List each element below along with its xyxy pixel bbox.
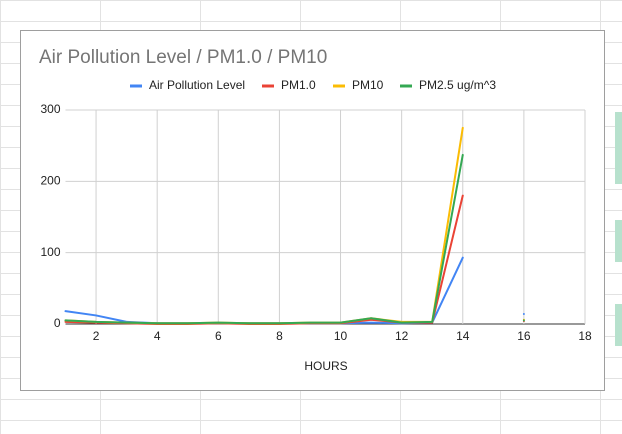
legend-label: PM1.0: [281, 78, 316, 92]
x-tick-label: 12: [395, 329, 409, 343]
cell-fill: [615, 112, 622, 184]
x-tick-label: 6: [215, 329, 222, 343]
chart-frame[interactable]: [20, 30, 605, 391]
y-tick-label: 0: [54, 316, 61, 330]
y-tick-label: 100: [40, 245, 60, 259]
x-tick-label: 16: [517, 329, 531, 343]
x-tick-label: 2: [93, 329, 100, 343]
y-tick-label: 200: [40, 174, 60, 188]
cell-fill: [615, 220, 622, 262]
x-axis-label: HOURS: [304, 359, 347, 373]
data-line: [64, 153, 525, 325]
legend-label: PM2.5 ug/m^3: [419, 78, 496, 92]
legend-label: PM10: [352, 78, 384, 92]
x-tick-label: 4: [154, 329, 161, 343]
x-tick-label: 8: [276, 329, 283, 343]
y-tick-label: 300: [40, 102, 60, 116]
x-tick-label: 10: [334, 329, 348, 343]
x-tick-label: 18: [578, 329, 592, 343]
cell-fill: [615, 304, 622, 346]
legend-label: Air Pollution Level: [149, 78, 245, 92]
x-tick-label: 14: [456, 329, 470, 343]
chart-title: Air Pollution Level / PM1.0 / PM10: [39, 47, 327, 68]
